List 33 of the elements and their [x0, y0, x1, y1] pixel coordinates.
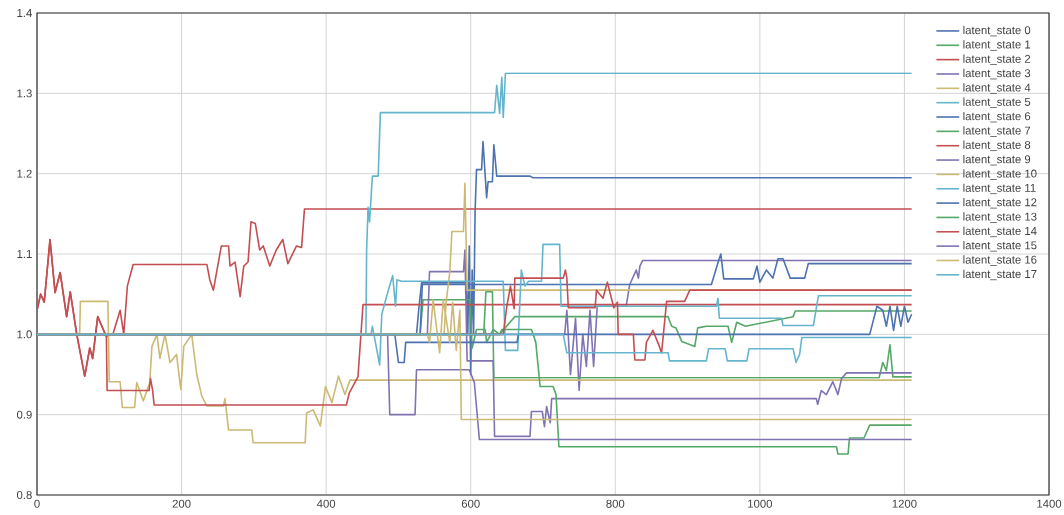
- x-tick-label: 200: [172, 499, 191, 508]
- legend-label: latent_state 15: [963, 241, 1037, 252]
- y-tick-label: 1.2: [17, 169, 32, 178]
- x-tick-label: 1200: [892, 499, 917, 508]
- legend-label: latent_state 8: [963, 140, 1031, 152]
- legend-label: latent_state 1: [963, 40, 1031, 51]
- legend-label: latent_state 5: [963, 97, 1031, 109]
- x-tick-label: 0: [34, 499, 40, 508]
- y-tick-label: 1.0: [17, 330, 32, 339]
- legend-label: latent_state 3: [963, 68, 1031, 80]
- legend-label: latent_state 2: [963, 54, 1031, 65]
- legend-label: latent_state 10: [963, 169, 1037, 180]
- legend-label: latent_state 0: [963, 25, 1031, 37]
- x-tick-label: 400: [316, 499, 336, 508]
- legend-label: latent_state 6: [963, 111, 1031, 123]
- legend-label: latent_state 17: [963, 269, 1037, 281]
- y-tick-label: 0.8: [16, 491, 32, 500]
- legend-label: latent_state 14: [963, 226, 1037, 238]
- legend-label: latent_state 16: [963, 255, 1037, 266]
- legend-label: latent_state 9: [963, 154, 1031, 166]
- legend-label: latent_state 4: [963, 83, 1031, 94]
- y-tick-label: 0.9: [16, 410, 32, 419]
- legend-label: latent_state 11: [963, 183, 1036, 195]
- y-tick-label: 1.4: [17, 9, 32, 17]
- y-tick-label: 1.1: [17, 250, 32, 258]
- legend-label: latent_state 12: [963, 197, 1037, 209]
- x-tick-label: 1400: [1037, 499, 1062, 508]
- x-tick-label: 600: [461, 499, 480, 508]
- y-tick-label: 1.3: [17, 89, 32, 98]
- x-tick-label: 800: [606, 499, 625, 508]
- legend-label: latent_state 13: [963, 212, 1037, 223]
- legend-label: latent_state 7: [963, 126, 1031, 137]
- x-tick-label: 1000: [748, 499, 773, 508]
